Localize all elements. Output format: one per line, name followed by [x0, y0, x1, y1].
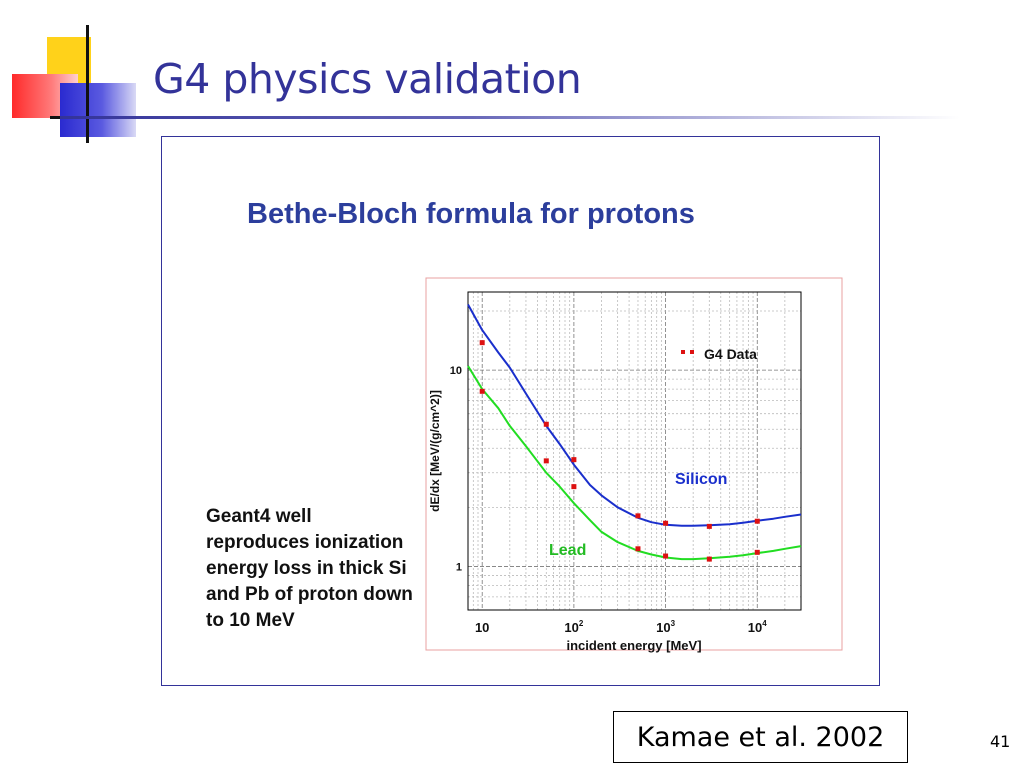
note-line: and Pb of proton down: [206, 584, 413, 605]
x-tick-label: 104: [748, 619, 767, 635]
data-point-lead: [571, 484, 577, 490]
x-tick-label: 103: [656, 619, 675, 635]
citation-text: Kamae et al. 2002: [636, 721, 885, 753]
note-text: Geant4 well reproduces ionization energy…: [206, 504, 466, 634]
data-point-lead: [663, 553, 669, 559]
figure-frame: [161, 136, 880, 686]
series-line-lead: [467, 365, 802, 561]
data-point-silicon: [571, 457, 577, 463]
bethe-bloch-chart: 10 102 103 104 1 10 G4 Data Silicon Lead inci…: [425, 277, 843, 653]
legend-label: G4 Data: [704, 346, 757, 362]
chart-panel-border: [425, 277, 843, 651]
data-point-silicon: [754, 518, 760, 524]
data-point-silicon: [543, 421, 549, 427]
annotation-silicon: Silicon: [675, 471, 727, 488]
data-point-silicon: [479, 340, 485, 346]
note-line: Geant4 well: [206, 506, 312, 527]
legend-marker: [690, 350, 694, 354]
curves: [467, 304, 802, 561]
x-tick-exponent: 2: [579, 619, 584, 628]
title-underline: [60, 116, 960, 119]
grid: [468, 292, 801, 610]
x-axis-label: incident energy [MeV]: [566, 638, 701, 653]
figure-title: Bethe-Bloch formula for protons: [247, 198, 695, 230]
plot-area-frame: [467, 291, 802, 611]
data-point-lead: [543, 458, 549, 464]
y-tick-label: 1: [456, 561, 462, 573]
logo-vertical-line: [86, 25, 89, 143]
x-tick-label: 10: [475, 620, 489, 635]
data-point-silicon: [663, 520, 669, 526]
logo-blue-square: [60, 83, 136, 137]
legend: G4 Data: [681, 346, 757, 362]
data-point-lead: [635, 546, 641, 552]
data-point-lead: [706, 556, 712, 562]
data-points: [479, 340, 760, 562]
note-line: energy loss in thick Si: [206, 558, 407, 579]
slide-title: G4 physics validation: [153, 55, 582, 103]
y-tick-label: 10: [450, 365, 462, 377]
legend-marker: [681, 350, 685, 354]
data-point-silicon: [635, 513, 641, 519]
data-point-silicon: [706, 523, 712, 529]
x-tick-exponent: 4: [762, 619, 767, 628]
x-tick-exponent: 3: [671, 619, 676, 628]
data-point-lead: [479, 388, 485, 394]
note-line: reproduces ionization: [206, 532, 404, 553]
citation-box: Kamae et al. 2002: [613, 711, 908, 763]
page-number: 41: [990, 732, 1011, 751]
x-tick-label: 102: [564, 619, 583, 635]
data-point-lead: [754, 549, 760, 555]
annotation-lead: Lead: [549, 542, 586, 559]
series-line-silicon: [467, 304, 802, 527]
y-axis-label: dE/dx [MeV/(g/cm^2)]: [428, 390, 442, 512]
slide-logo: [0, 0, 140, 145]
note-line: to 10 MeV: [206, 610, 295, 631]
